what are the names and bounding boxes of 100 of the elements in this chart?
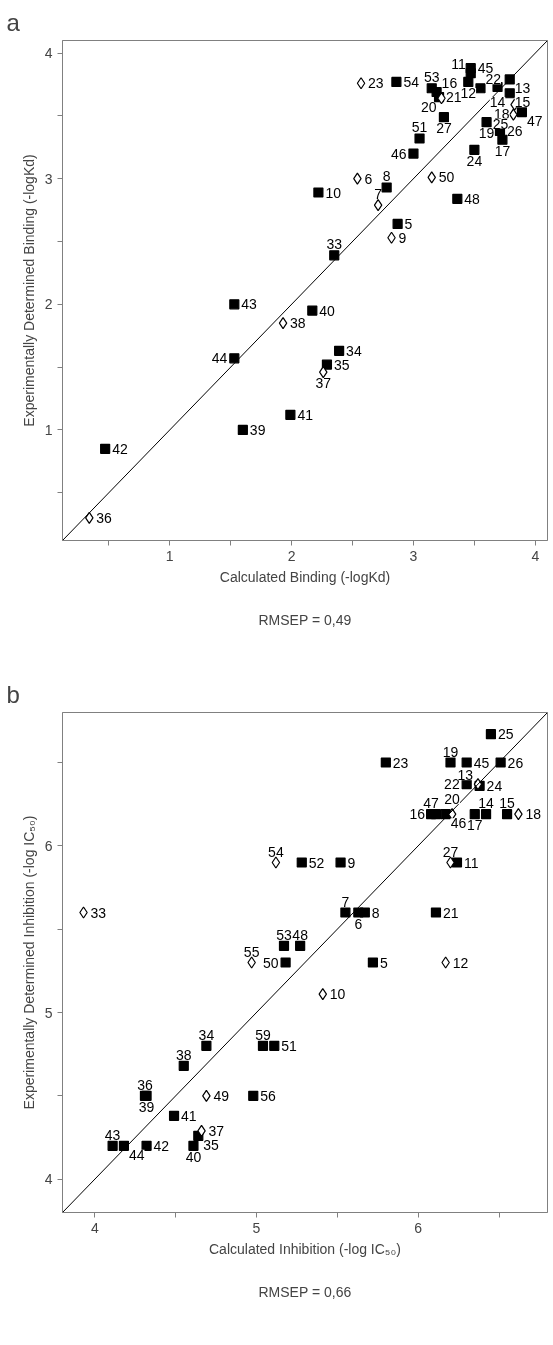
annotation: 36 — [137, 1076, 153, 1093]
annotation: 38 — [290, 315, 306, 332]
annotation: 21 — [446, 89, 462, 106]
annotation: 40 — [185, 1148, 202, 1165]
y-axis-title: Experimentally Determined Inhibition (-log IC₅₀) — [20, 815, 37, 1110]
annotation: 12 — [460, 84, 477, 101]
annotation: 23 — [392, 754, 409, 771]
annotation: 54 — [268, 843, 284, 860]
x-tick-label: 6 — [414, 1219, 423, 1236]
annotation: 46 — [450, 815, 467, 832]
annotation: 53 — [423, 69, 440, 86]
y-tick-label: 4 — [44, 1171, 53, 1188]
annotation: 23 — [368, 75, 384, 92]
x-tick-label: 4 — [90, 1219, 99, 1236]
annotation: 17 — [466, 817, 483, 834]
annotation: 18 — [525, 806, 542, 823]
annotation: 7 — [374, 186, 383, 203]
annotation: 55 — [243, 943, 260, 960]
annotation: 22 — [444, 776, 460, 793]
annotation: 20 — [444, 791, 461, 808]
chart-title: a — [6, 8, 21, 36]
annotation: 9 — [347, 854, 356, 871]
chart-title: b — [6, 680, 20, 708]
annotation: 24 — [486, 777, 503, 794]
annotation: 52 — [308, 854, 325, 871]
annotation: 17 — [494, 142, 511, 159]
x-tick-label: 4 — [531, 547, 540, 564]
annotation: 39 — [138, 1098, 155, 1115]
annotation: 40 — [319, 302, 336, 319]
annotation: 33 — [326, 236, 343, 253]
annotation: 16 — [441, 75, 458, 92]
annotation: 8 — [371, 904, 380, 921]
annotation: 49 — [213, 1087, 230, 1104]
x-tick-label: 5 — [252, 1219, 261, 1236]
annotation: 10 — [325, 184, 342, 201]
text: RMSEP = 0,66 — [258, 1283, 352, 1300]
annotation: 44 — [211, 350, 228, 367]
y-tick-label: 4 — [44, 45, 53, 62]
annotation: 45 — [473, 754, 490, 771]
annotation: 41 — [297, 406, 314, 423]
annotation: 14 — [478, 795, 495, 812]
annotation: 47 — [423, 795, 440, 812]
annotation: 51 — [411, 119, 428, 136]
annotation: 41 — [181, 1107, 197, 1124]
y-tick-label: 1 — [44, 421, 53, 438]
annotation: 51 — [281, 1037, 298, 1054]
annotation: 25 — [497, 726, 514, 743]
annotation: 38 — [175, 1046, 192, 1063]
annotation: 37 — [208, 1122, 225, 1139]
y-tick-label: 2 — [44, 296, 53, 313]
annotation: 15 — [499, 795, 516, 812]
annotation: 37 — [315, 375, 332, 392]
annotation: 50 — [263, 954, 279, 971]
y-axis-title: Experimentally Determined Binding (-logKd) — [20, 154, 37, 427]
annotation: 7 — [341, 893, 350, 910]
annotation: 13 — [514, 80, 531, 97]
annotation: 48 — [464, 190, 481, 207]
annotation: 35 — [203, 1136, 220, 1153]
annotation: 42 — [153, 1137, 170, 1154]
annotation: 5 — [404, 215, 413, 232]
annotation: 33 — [90, 904, 107, 921]
annotation: 21 — [442, 904, 459, 921]
annotation: 48 — [292, 926, 309, 943]
annotation: 46 — [390, 145, 407, 162]
x-tick-label: 1 — [165, 547, 174, 564]
x-tick-label: 3 — [409, 547, 418, 564]
x-axis-title: Calculated Binding (-logKd) — [219, 568, 391, 585]
annotation: 19 — [442, 743, 459, 760]
annotation: 54 — [403, 73, 420, 90]
annotation: 11 — [463, 854, 479, 871]
text: RMSEP = 0,49 — [258, 611, 352, 628]
y-tick-label: 6 — [44, 837, 53, 854]
annotation: 26 — [507, 754, 524, 771]
annotation: 43 — [104, 1126, 121, 1143]
annotation: 53 — [276, 926, 292, 943]
annotation: 9 — [398, 229, 407, 246]
annotation: 16 — [409, 806, 426, 823]
annotation: 56 — [260, 1087, 277, 1104]
annotation: 35 — [333, 356, 350, 373]
annotation: 8 — [382, 168, 391, 185]
annotation: 39 — [249, 421, 266, 438]
annotation: 10 — [329, 986, 346, 1003]
annotation: 20 — [420, 99, 437, 116]
annotation: 44 — [128, 1146, 145, 1163]
annotation: 34 — [198, 1026, 215, 1043]
annotation: 27 — [442, 843, 459, 860]
annotation: 27 — [436, 120, 452, 137]
annotation: 6 — [354, 915, 363, 932]
x-tick-label: 2 — [287, 547, 296, 564]
annotation: 50 — [438, 169, 455, 186]
y-tick-label: 5 — [44, 1004, 53, 1021]
annotation: 5 — [379, 954, 388, 971]
annotation: 14 — [489, 93, 506, 110]
annotation: 59 — [255, 1026, 271, 1043]
annotation: 6 — [364, 170, 373, 187]
annotation: 36 — [96, 509, 113, 526]
y-tick-label: 3 — [44, 170, 53, 187]
annotation: 11 — [451, 56, 466, 73]
annotation: 47 — [526, 113, 543, 130]
annotation: 24 — [466, 152, 483, 169]
